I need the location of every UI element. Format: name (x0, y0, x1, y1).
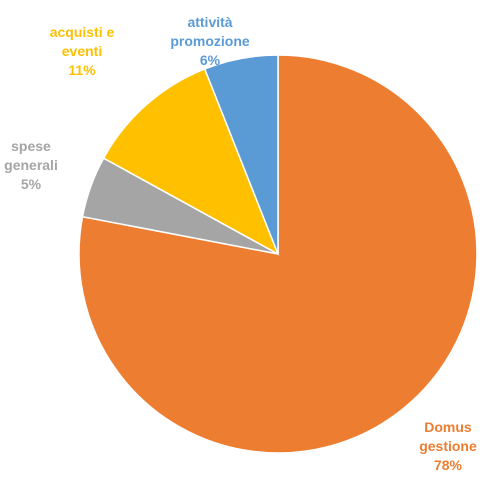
slice-percent-label: 78% (434, 457, 463, 473)
slice-percent-label: 11% (68, 62, 96, 78)
slice-name-label: acquisti e (50, 24, 115, 40)
slice-percent-label: 6% (200, 52, 221, 68)
slice-label-2: acquisti e eventi 11% (50, 24, 115, 78)
pie-slice-0 (78, 54, 478, 454)
slice-name-label: spese (11, 138, 51, 154)
slice-name-label: Domus (424, 419, 472, 435)
slice-name-label: gestione (419, 438, 477, 454)
slice-percent-label: 5% (21, 176, 42, 192)
pie-slice-3 (203, 54, 279, 255)
pie-labels: Domus gestione 78% spese generali 5% acquisti … (4, 14, 477, 473)
pie-slices (78, 54, 478, 454)
pie-slice-2 (102, 67, 280, 256)
slice-label-0: Domus gestione 78% (419, 419, 477, 473)
slice-name-label: attività (187, 14, 232, 30)
slice-name-label: generali (4, 157, 58, 173)
slice-name-label: eventi (62, 43, 102, 59)
slice-label-1: spese generali 5% (4, 138, 58, 192)
slice-name-label: promozione (170, 33, 250, 49)
slice-label-3: attività promozione 6% (170, 14, 250, 68)
